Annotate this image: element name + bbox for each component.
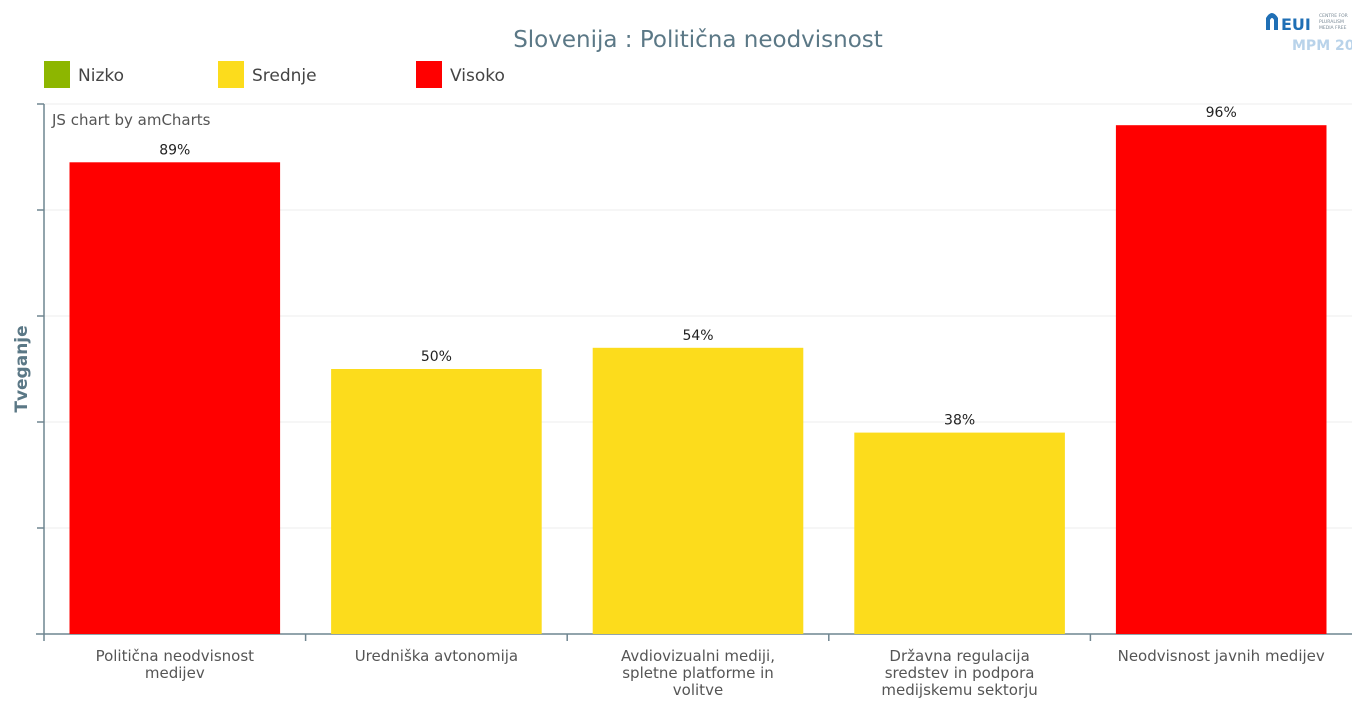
- x-tick-label: Avdiovizualni mediji, spletne platforme i…: [621, 647, 775, 699]
- value-label: 50%: [421, 349, 452, 365]
- x-tick-label: Državna regulacija sredstev in podpora med…: [881, 647, 1037, 699]
- value-labels: 89% 50% 54% 38% 96%: [159, 105, 1237, 428]
- bar[interactable]: [331, 369, 542, 634]
- eui-arch-icon: [1266, 13, 1278, 30]
- chart-credit[interactable]: JS chart by amCharts: [51, 111, 211, 129]
- eui-logo-graphic: EUI CENTRE FOR PLURALISM MEDIA FREE MPM …: [1266, 13, 1352, 54]
- x-tick-label-line: Politična neodvisnost: [96, 647, 255, 665]
- x-tick-label-line: spletne platforme in: [622, 664, 774, 682]
- x-tick-labels: Politična neodvisnost medijev Uredniška av…: [96, 647, 1325, 699]
- legend-label[interactable]: Visoko: [450, 66, 505, 86]
- legend-swatch[interactable]: [416, 61, 442, 88]
- bars: [69, 125, 1327, 635]
- value-label: 54%: [682, 328, 713, 344]
- x-ticks: [43, 634, 1092, 641]
- x-tick-label-line: medijev: [145, 664, 205, 682]
- x-tick-label-line: Neodvisnost javnih medijev: [1118, 647, 1325, 665]
- x-tick-label-line: volitve: [673, 681, 723, 699]
- y-ticks: [37, 103, 44, 529]
- bar[interactable]: [1115, 125, 1327, 634]
- bar[interactable]: [592, 347, 804, 634]
- bar[interactable]: [854, 432, 1065, 634]
- logo-line-1: CENTRE FOR: [1319, 13, 1348, 19]
- x-tick-label-line: sredstev in podpora: [885, 664, 1035, 682]
- legend-swatch[interactable]: [218, 61, 244, 88]
- x-tick-label: Uredniška avtonomija: [355, 647, 518, 665]
- legend-item[interactable]: Srednje: [218, 61, 317, 88]
- value-label: 38%: [944, 413, 975, 429]
- value-label: 96%: [1206, 105, 1237, 121]
- logo-line-2: PLURALISM: [1319, 19, 1344, 25]
- x-tick-label: Politična neodvisnost medijev: [96, 647, 255, 682]
- eui-logo: EUI CENTRE FOR PLURALISM MEDIA FREE MPM …: [1262, 6, 1352, 54]
- x-tick-label-line: medijskemu sektorju: [881, 681, 1037, 699]
- y-axis-label: Tveganje: [12, 325, 32, 412]
- legend-swatch[interactable]: [44, 61, 70, 88]
- legend-item[interactable]: Nizko: [44, 61, 124, 88]
- legend-item[interactable]: Visoko: [416, 61, 505, 88]
- bar[interactable]: [69, 162, 281, 635]
- legend[interactable]: Nizko Srednje Visoko: [44, 61, 505, 88]
- logo-subtitle: MPM 20: [1292, 38, 1352, 54]
- legend-label[interactable]: Srednje: [252, 66, 317, 86]
- x-tick-label: Neodvisnost javnih medijev: [1118, 647, 1325, 665]
- chart-title: Slovenija : Politična neodvisnost: [513, 27, 883, 53]
- value-label: 89%: [159, 142, 190, 158]
- x-tick-label-line: Avdiovizualni mediji,: [621, 647, 775, 665]
- x-tick-label-line: Uredniška avtonomija: [355, 647, 518, 665]
- legend-label[interactable]: Nizko: [78, 66, 124, 86]
- x-tick-label-line: Državna regulacija: [889, 647, 1029, 665]
- logo-line-3: MEDIA FREE: [1319, 25, 1347, 31]
- logo-mark: EUI: [1281, 15, 1311, 34]
